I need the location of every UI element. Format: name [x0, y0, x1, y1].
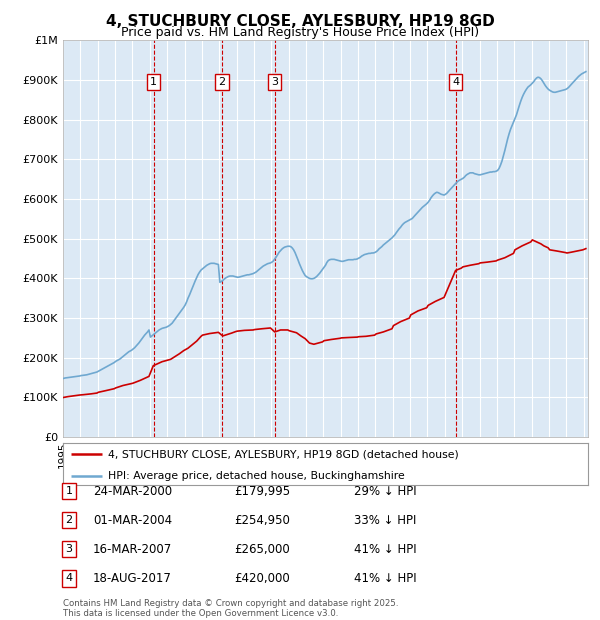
Text: 1: 1: [150, 77, 157, 87]
Text: £179,995: £179,995: [234, 485, 290, 497]
Text: 41% ↓ HPI: 41% ↓ HPI: [354, 572, 416, 585]
Text: 3: 3: [65, 544, 73, 554]
Text: £265,000: £265,000: [234, 543, 290, 556]
Text: 2: 2: [65, 515, 73, 525]
Text: £420,000: £420,000: [234, 572, 290, 585]
Text: 4: 4: [452, 77, 460, 87]
Text: 4, STUCHBURY CLOSE, AYLESBURY, HP19 8GD (detached house): 4, STUCHBURY CLOSE, AYLESBURY, HP19 8GD …: [107, 449, 458, 459]
Text: 1: 1: [65, 486, 73, 496]
Text: 33% ↓ HPI: 33% ↓ HPI: [354, 514, 416, 526]
Text: 24-MAR-2000: 24-MAR-2000: [93, 485, 172, 497]
Text: 2: 2: [218, 77, 226, 87]
Text: 29% ↓ HPI: 29% ↓ HPI: [354, 485, 416, 497]
Text: 4, STUCHBURY CLOSE, AYLESBURY, HP19 8GD: 4, STUCHBURY CLOSE, AYLESBURY, HP19 8GD: [106, 14, 494, 29]
Text: £254,950: £254,950: [234, 514, 290, 526]
Text: HPI: Average price, detached house, Buckinghamshire: HPI: Average price, detached house, Buck…: [107, 471, 404, 480]
Text: 3: 3: [271, 77, 278, 87]
Text: Contains HM Land Registry data © Crown copyright and database right 2025.
This d: Contains HM Land Registry data © Crown c…: [63, 599, 398, 618]
Text: 41% ↓ HPI: 41% ↓ HPI: [354, 543, 416, 556]
Text: 16-MAR-2007: 16-MAR-2007: [93, 543, 172, 556]
Text: 18-AUG-2017: 18-AUG-2017: [93, 572, 172, 585]
Text: 4: 4: [65, 574, 73, 583]
Text: 01-MAR-2004: 01-MAR-2004: [93, 514, 172, 526]
Text: Price paid vs. HM Land Registry's House Price Index (HPI): Price paid vs. HM Land Registry's House …: [121, 26, 479, 39]
